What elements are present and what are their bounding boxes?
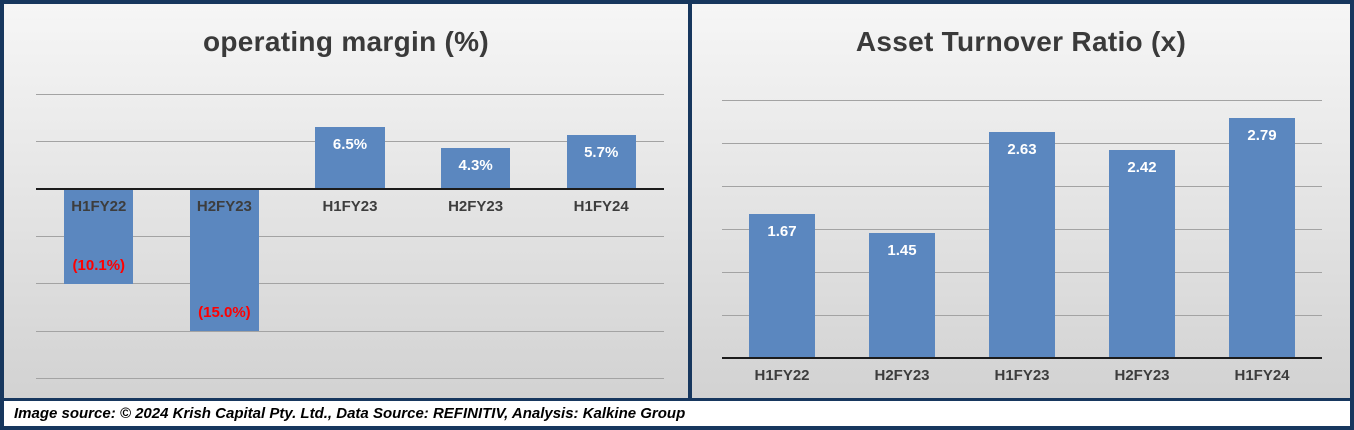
category-label: H2FY23 [196,197,252,215]
category-label: H1FY24 [573,197,629,215]
value-label: 5.7% [584,143,619,161]
value-label: (10.1%) [72,257,126,275]
bar-h2fy23-3 [1109,149,1175,358]
bar-h2fy23-1 [869,233,935,358]
gridline [36,236,664,237]
charts-row: operating margin (%) (10.1%) H1FY22 (15.0%… [4,4,1350,398]
operating-margin-title: operating margin (%) [202,26,489,57]
category-label: H1FY22 [71,197,127,215]
category-label: H2FY23 [874,367,930,384]
bar-h1fy23-2 [989,131,1055,358]
bar-h1fy22-0 [749,214,815,358]
category-label: H1FY23 [994,367,1050,384]
axis-line [36,187,664,190]
value-label: 6.5% [332,136,368,154]
gridline [36,330,664,332]
asset-turnover-chart: Asset Turnover Ratio (x) 1.67 H1FY22 1.45 H… [692,4,1350,398]
value-label: 4.3% [458,156,493,174]
bar-h1fy24-4 [1229,118,1295,358]
category-label: H1FY22 [754,367,810,384]
source-caption: Image source: © 2024 Krish Capital Pty. … [4,398,1350,426]
gridline [722,100,1322,101]
bar-h1fy22-0 [64,188,134,285]
bar-h2fy23-1 [189,188,259,331]
value-label: 2.42 [1127,158,1157,176]
operating-margin-plot: (10.1%) H1FY22 (15.0%) H2FY23 6.5% H1FY23 4.3%… [36,94,664,379]
value-label: 1.45 [887,242,917,260]
asset-turnover-title: Asset Turnover Ratio (x) [855,26,1187,57]
gridline [36,283,664,285]
asset-turnover-plot: 1.67 H1FY22 1.45 H2FY23 2.63 H1FY23 2.42 H2FY23… [722,100,1322,384]
operating-margin-chart: operating margin (%) (10.1%) H1FY22 (15.0%… [4,4,688,398]
category-label: H1FY24 [1234,367,1290,384]
category-label: H1FY23 [322,197,378,215]
bar-h1fy23-2 [315,127,385,189]
category-label: H2FY23 [448,197,504,215]
category-label: H2FY23 [1114,367,1170,384]
bar-h2fy23-3 [441,147,511,189]
gridline [36,378,664,379]
panel-divider [688,4,692,398]
value-label: 2.63 [1007,140,1037,158]
gridline [36,94,664,95]
value-label: 1.67 [767,223,797,241]
value-label: 2.79 [1247,127,1277,145]
value-label: (15.0%) [198,303,251,321]
bar-h1fy24-4 [566,134,636,189]
axis-line [722,357,1322,359]
